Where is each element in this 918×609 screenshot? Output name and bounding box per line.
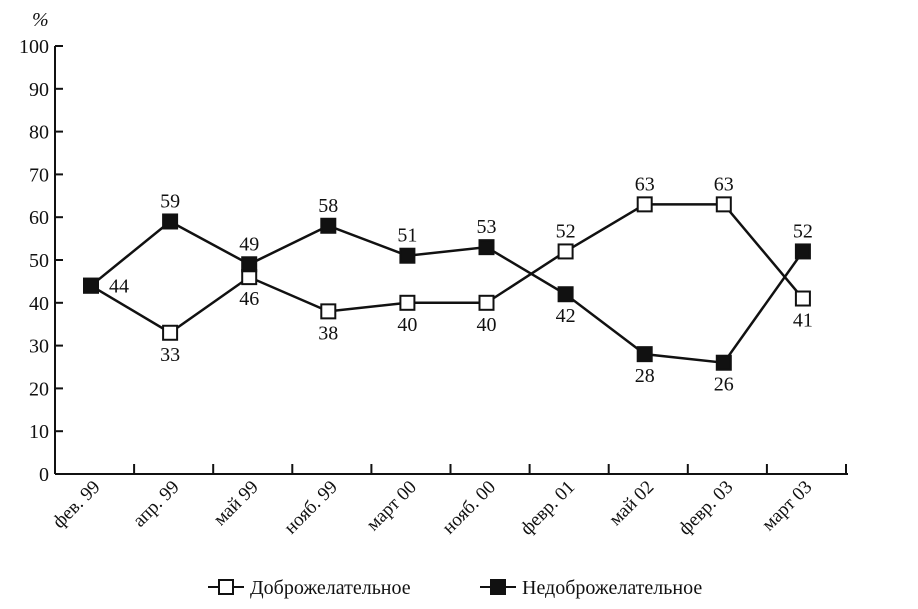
x-tick-label: фев. 99 — [49, 477, 105, 533]
data-label: 52 — [793, 220, 813, 242]
y-unit-label: % — [32, 9, 49, 31]
filled-square-marker — [794, 243, 811, 260]
x-tick-label: май 99 — [210, 477, 263, 530]
filled-square-marker — [478, 239, 495, 256]
x-tick-label: апр. 99 — [129, 477, 184, 532]
legend-label: Недоброжелательное — [522, 577, 702, 599]
data-label: 40 — [477, 314, 497, 336]
data-label: 63 — [635, 173, 655, 195]
legend-open-square-marker — [218, 579, 234, 595]
data-label: 38 — [318, 322, 338, 344]
legend-label: Доброжелательное — [250, 577, 411, 599]
open-square-marker — [636, 196, 653, 213]
legend: Доброжелательное Недоброжелательное — [208, 577, 702, 599]
y-tick-label: 40 — [29, 293, 49, 315]
open-square-marker — [557, 243, 574, 260]
series-line-0 — [90, 203, 804, 335]
data-label: 40 — [397, 314, 417, 336]
x-tick-label: март 00 — [362, 477, 420, 535]
data-label: 42 — [556, 305, 576, 327]
data-label: 26 — [714, 374, 734, 396]
filled-square-marker — [320, 217, 337, 234]
open-square-marker — [399, 294, 416, 311]
x-tick-label: нояб. 00 — [438, 477, 500, 539]
y-tick-label: 10 — [29, 421, 49, 443]
y-ticks: 0 10 20 30 40 50 60 70 80 90 100 — [19, 36, 63, 486]
open-square-marker — [478, 294, 495, 311]
data-label: 28 — [635, 365, 655, 387]
filled-square-marker — [162, 213, 179, 230]
legend-filled-square-marker — [490, 579, 506, 595]
data-label: 52 — [556, 220, 576, 242]
data-label: 63 — [714, 173, 734, 195]
y-tick-label: 90 — [29, 79, 49, 101]
data-label: 51 — [397, 225, 417, 247]
open-square-marker — [162, 324, 179, 341]
filled-square-marker — [83, 277, 99, 294]
series-layer — [83, 196, 811, 371]
data-label: 33 — [160, 344, 180, 366]
y-tick-label: 50 — [29, 250, 49, 272]
y-tick-label: 20 — [29, 378, 49, 400]
y-tick-label: 100 — [19, 36, 49, 58]
y-tick-label: 30 — [29, 336, 49, 358]
filled-square-marker — [715, 354, 732, 371]
data-label: 53 — [477, 216, 497, 238]
y-tick-label: 80 — [29, 122, 49, 144]
x-tick-label: март 03 — [758, 477, 816, 535]
data-label: 58 — [318, 195, 338, 217]
data-label: 44 — [109, 276, 129, 298]
filled-square-marker — [399, 247, 416, 264]
y-tick-label: 0 — [39, 464, 49, 486]
y-tick-label: 70 — [29, 164, 49, 186]
x-tick-label: нояб. 99 — [280, 477, 342, 539]
data-label: 59 — [160, 190, 180, 212]
filled-square-marker — [557, 286, 574, 303]
data-labels: 44 33 59 46 49 38 58 40 51 40 53 52 42 63 28 63 26 41 52 — [109, 173, 813, 395]
data-label: 46 — [239, 288, 259, 310]
open-square-marker — [320, 303, 337, 320]
series-line-1 — [90, 219, 804, 365]
x-tick-label: февр. 03 — [675, 477, 738, 540]
data-label: 41 — [793, 310, 813, 332]
x-tick-label: май 02 — [605, 477, 658, 530]
x-tick-label: февр. 01 — [516, 477, 579, 540]
x-ticks: фев. 99 апр. 99 май 99 нояб. 99 март 00 нояб.… — [49, 464, 847, 540]
data-label: 49 — [239, 233, 259, 255]
open-square-marker — [794, 290, 811, 307]
open-square-marker — [715, 196, 732, 213]
y-tick-label: 60 — [29, 207, 49, 229]
filled-square-marker — [636, 346, 653, 363]
filled-square-marker — [241, 256, 258, 273]
